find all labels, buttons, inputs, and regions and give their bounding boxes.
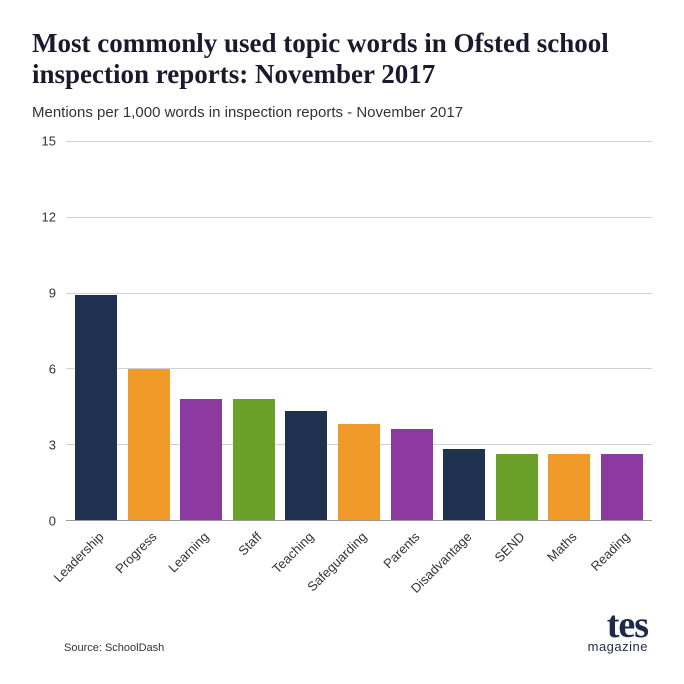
x-tick-label: Maths — [544, 529, 580, 565]
x-label-slot: Safeguarding — [333, 521, 386, 601]
bar — [443, 449, 485, 520]
bar-slot — [595, 141, 648, 520]
bar-slot — [333, 141, 386, 520]
y-tick-label: 12 — [42, 210, 56, 225]
chart-area: 03691215 LeadershipProgressLearningStaff… — [32, 141, 652, 521]
bars-container — [66, 141, 652, 520]
x-label-slot: Leadership — [70, 521, 123, 601]
bar-slot — [543, 141, 596, 520]
x-label-slot: Teaching — [280, 521, 333, 601]
bar — [496, 454, 538, 520]
y-tick-label: 15 — [42, 134, 56, 149]
bar-slot — [280, 141, 333, 520]
x-label-slot: Maths — [543, 521, 596, 601]
x-axis-labels: LeadershipProgressLearningStaffTeachingS… — [66, 521, 652, 601]
source-text: Source: SchoolDash — [64, 642, 164, 654]
bar — [391, 429, 433, 520]
x-label-slot: SEND — [490, 521, 543, 601]
y-tick-label: 9 — [49, 286, 56, 301]
bar — [601, 454, 643, 520]
x-label-slot: Learning — [175, 521, 228, 601]
bar — [338, 424, 380, 520]
bar-slot — [490, 141, 543, 520]
chart-title: Most commonly used topic words in Ofsted… — [32, 28, 652, 90]
bar-slot — [228, 141, 281, 520]
x-label-slot: Reading — [595, 521, 648, 601]
y-tick-label: 0 — [49, 514, 56, 529]
x-tick-label: SEND — [491, 529, 527, 565]
bar-slot — [438, 141, 491, 520]
bar — [128, 369, 170, 521]
x-tick-label: Leadership — [51, 529, 107, 585]
y-tick-label: 6 — [49, 362, 56, 377]
x-tick-label: Staff — [235, 529, 264, 558]
chart-subtitle: Mentions per 1,000 words in inspection r… — [32, 104, 652, 121]
plot-area — [66, 141, 652, 521]
bar — [75, 295, 117, 520]
bar — [285, 411, 327, 520]
y-axis: 03691215 — [32, 141, 62, 521]
bar — [548, 454, 590, 520]
logo-sub-text: magazine — [588, 641, 648, 652]
y-tick-label: 3 — [49, 438, 56, 453]
bar — [233, 399, 275, 520]
bar-slot — [70, 141, 123, 520]
publisher-logo: tes magazine — [588, 609, 648, 652]
bar-slot — [123, 141, 176, 520]
bar — [180, 399, 222, 520]
logo-main-text: tes — [588, 609, 648, 641]
x-tick-label: Parents — [380, 529, 422, 571]
bar-slot — [385, 141, 438, 520]
bar-slot — [175, 141, 228, 520]
x-label-slot: Disadvantage — [438, 521, 491, 601]
